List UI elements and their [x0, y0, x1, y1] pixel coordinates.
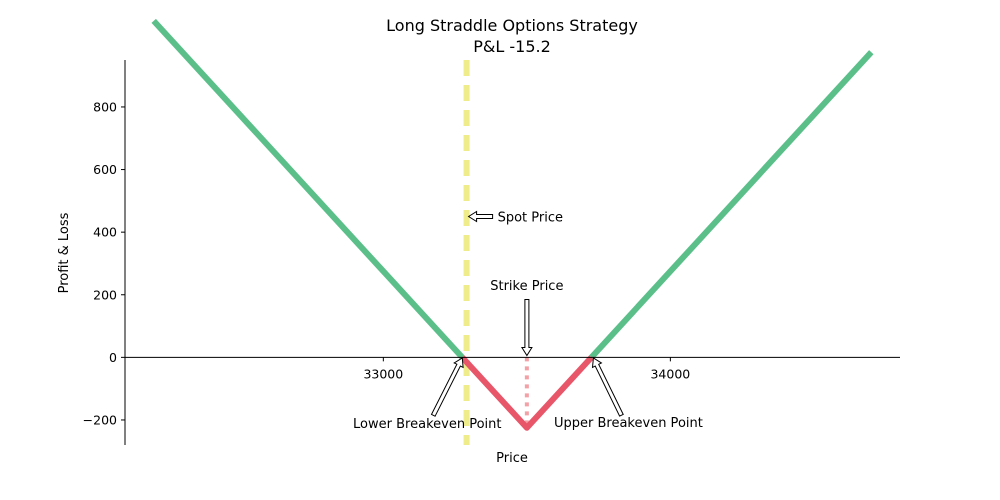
strike-price-arrow: [520, 299, 533, 357]
upper-breakeven-label: Upper Breakeven Point: [554, 416, 703, 431]
spot-price-arrow: [467, 210, 494, 223]
upper-breakeven-arrow: [591, 357, 624, 417]
y-tick-label: 800: [93, 99, 117, 114]
y-tick-label: 600: [93, 162, 117, 177]
chart-subtitle: P&L -15.2: [473, 37, 551, 56]
spot-price-label: Spot Price: [498, 211, 563, 226]
lower-breakeven-arrow: [430, 357, 464, 417]
payoff-series-group: [151, 18, 874, 431]
x-tick-label: 34000: [650, 366, 690, 381]
y-tick-label: 200: [93, 287, 117, 302]
profit-line-left: [151, 18, 465, 360]
axes-group: −200 0 200 400 600 800 33000 34000: [83, 60, 900, 445]
profit-line-right: [589, 50, 874, 360]
y-axis-label: Profit & Loss: [57, 212, 72, 293]
x-tick-label: 33000: [363, 366, 403, 381]
chart-title: Long Straddle Options Strategy: [386, 16, 638, 35]
y-tick-label: 400: [93, 225, 117, 240]
strike-price-label: Strike Price: [490, 279, 563, 294]
annotations-group: Spot Price Strike Price Lower Breakeven Po…: [353, 211, 703, 432]
x-axis-label: Price: [496, 451, 528, 466]
y-tick-label: 0: [109, 350, 117, 365]
lower-breakeven-label: Lower Breakeven Point: [353, 417, 501, 432]
y-tick-label: −200: [83, 412, 117, 427]
loss-line: [460, 355, 594, 431]
